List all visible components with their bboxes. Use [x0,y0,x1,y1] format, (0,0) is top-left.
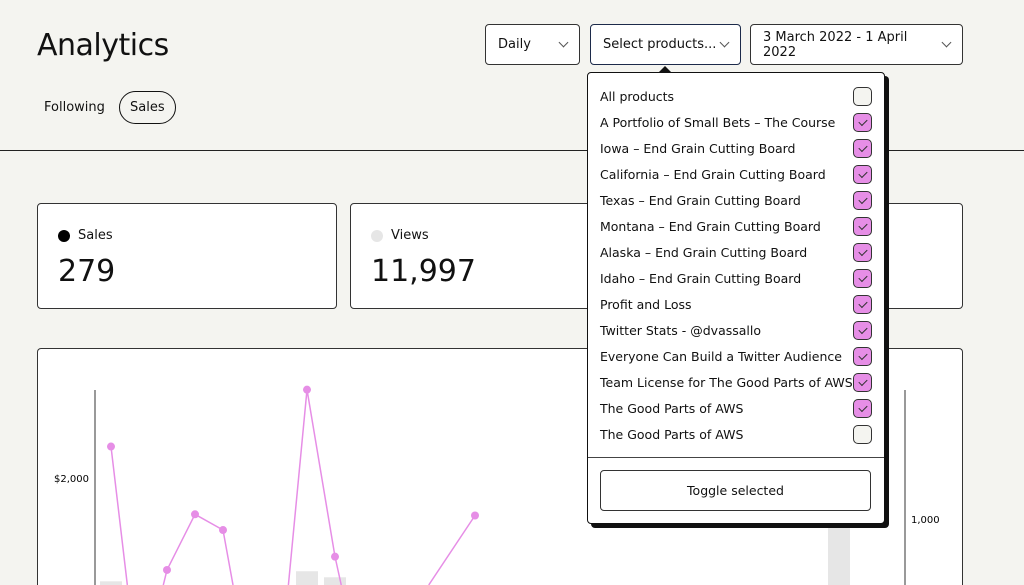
product-option[interactable]: Team License for The Good Parts of AWS [600,371,872,393]
checkbox[interactable] [853,268,872,288]
chevron-down-icon [719,37,730,48]
sales-point [471,511,479,520]
product-option[interactable]: A Portfolio of Small Bets – The Course [600,111,872,133]
tab-following[interactable]: Following [44,100,105,115]
checkbox[interactable] [853,346,872,366]
checkbox[interactable] [853,190,872,210]
interval-select[interactable]: Daily [485,24,580,65]
sales-point [163,565,171,574]
product-option-label: A Portfolio of Small Bets – The Course [600,114,836,130]
views-bar [100,581,122,585]
product-option-label: Texas – End Grain Cutting Board [600,192,801,208]
checkbox[interactable] [853,320,872,340]
page-title: Analytics [37,28,169,63]
right-tick-label: 1,000 [911,515,940,526]
product-option-label: The Good Parts of AWS [600,400,744,416]
checkbox[interactable] [853,372,872,392]
sales-point [331,552,339,561]
divider [588,457,884,458]
sales-dot-icon [58,229,70,242]
views-bar [324,577,346,585]
product-option-label: Everyone Can Build a Twitter Audience [600,348,842,364]
checkbox[interactable] [853,424,872,444]
product-option[interactable]: All products [600,85,872,107]
tab-sales[interactable]: Sales [119,91,176,124]
product-option-label: Idaho – End Grain Cutting Board [600,270,802,286]
product-option-label: Iowa – End Grain Cutting Board [600,140,796,156]
product-option[interactable]: Profit and Loss [600,293,872,315]
product-option[interactable]: Alaska – End Grain Cutting Board [600,241,872,263]
products-select[interactable]: Select products... [590,24,741,65]
stat-value: 279 [58,254,116,289]
products-dropdown: All products A Portfolio of Small Bets – … [587,72,885,524]
product-option[interactable]: Texas – End Grain Cutting Board [600,189,872,211]
interval-value: Daily [498,37,531,52]
product-option-label: Team License for The Good Parts of AWS [600,374,853,390]
product-option-label: All products [600,88,675,104]
divider [0,150,1024,151]
toggle-selected-button[interactable]: Toggle selected [600,470,871,511]
stat-label: Views [391,228,429,243]
views-dot-icon [371,229,383,242]
product-option[interactable]: The Good Parts of AWS [600,423,872,445]
date-range-value: 3 March 2022 - 1 April 2022 [763,29,908,60]
stat-label: Sales [78,228,113,243]
views-bar [828,525,850,585]
checkbox[interactable] [853,138,872,158]
chevron-down-icon [558,37,569,48]
product-option[interactable]: Everyone Can Build a Twitter Audience [600,345,872,367]
product-option[interactable]: California – End Grain Cutting Board [600,163,872,185]
product-option-label: Montana – End Grain Cutting Board [600,218,821,234]
checkbox[interactable] [853,112,872,132]
sales-line [110,389,476,585]
stat-card-sales: Sales 279 [37,203,337,309]
sales-point [303,385,311,394]
sales-point [219,526,227,535]
product-option-label: Twitter Stats - @dvassallo [600,322,762,338]
dropdown-caret [659,66,671,72]
products-placeholder: Select products... [603,37,717,52]
product-option[interactable]: Idaho – End Grain Cutting Board [600,267,872,289]
product-option[interactable]: Twitter Stats - @dvassallo [600,319,872,341]
left-tick-label: $2,000 [54,474,89,485]
checkbox[interactable] [853,294,872,314]
stat-value: 11,997 [371,254,476,289]
date-range-select[interactable]: 3 March 2022 - 1 April 2022 [750,24,963,65]
checkbox[interactable] [853,86,872,106]
product-option[interactable]: Montana – End Grain Cutting Board [600,215,872,237]
product-option[interactable]: The Good Parts of AWS [600,397,872,419]
product-option-label: Alaska – End Grain Cutting Board [600,244,808,260]
product-option[interactable]: Iowa – End Grain Cutting Board [600,137,872,159]
chart: $2,000 1,000 [54,385,940,585]
views-bar [296,571,318,585]
sales-point [107,442,115,451]
checkbox[interactable] [853,216,872,236]
checkbox[interactable] [853,164,872,184]
product-option-label: Profit and Loss [600,296,692,312]
checkbox[interactable] [853,398,872,418]
checkbox[interactable] [853,242,872,262]
sales-point [191,510,199,519]
product-option-label: California – End Grain Cutting Board [600,166,826,182]
chevron-down-icon [941,37,952,48]
product-option-label: The Good Parts of AWS [600,426,744,442]
